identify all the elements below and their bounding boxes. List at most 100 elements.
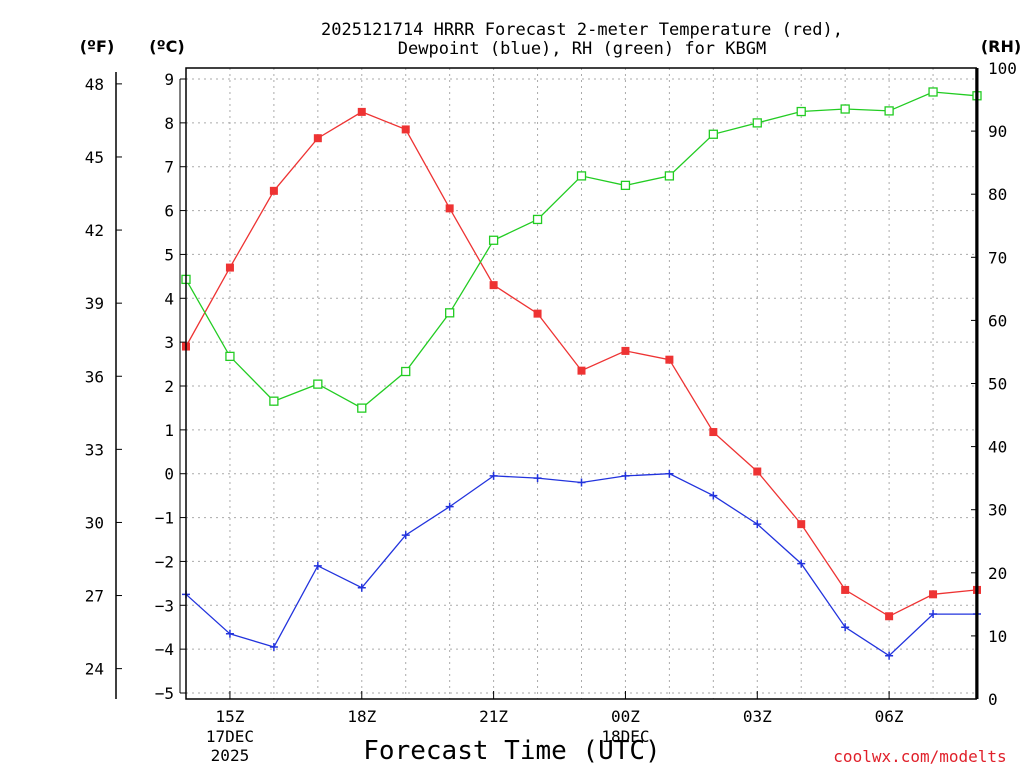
rh-tick-label: 0	[988, 690, 998, 709]
rh-point	[884, 106, 894, 116]
rh-tick-label: 60	[988, 311, 1007, 330]
rh-point	[576, 171, 587, 181]
temperature-point	[401, 125, 410, 134]
rh-line	[185, 91, 978, 409]
dewpoint-point	[445, 502, 454, 511]
rh-point	[752, 118, 762, 128]
rh-point	[445, 308, 455, 318]
rh-unit-label: (RH)	[981, 37, 1021, 56]
rh-tick-label: 90	[988, 122, 1007, 141]
rh-point	[620, 180, 631, 191]
rh-tick-label: 100	[988, 59, 1017, 78]
temperature-point	[797, 520, 806, 529]
rh-tick-label: 80	[988, 185, 1007, 204]
celsius-unit-label: (ºC)	[149, 37, 184, 56]
celsius-tick-label: −2	[155, 552, 174, 571]
dewpoint-point	[753, 520, 762, 529]
rh-point	[357, 403, 367, 413]
fahrenheit-tick-label: 42	[85, 221, 104, 240]
dewpoint-point	[533, 474, 542, 483]
time-tick-label: 03Z	[743, 707, 772, 726]
celsius-tick-label: −4	[155, 640, 174, 659]
dewpoint-point	[577, 478, 586, 487]
temperature-point	[445, 204, 454, 213]
temperature-point	[533, 309, 542, 318]
fahrenheit-tick-label: 27	[85, 587, 104, 606]
rh-point	[532, 214, 543, 225]
date-tick-label: 17DEC	[206, 727, 254, 746]
rh-point	[708, 129, 718, 139]
time-tick-label: 21Z	[479, 707, 508, 726]
temperature-line	[185, 111, 978, 618]
celsius-tick-label: 2	[164, 377, 174, 396]
rh-tick-label: 40	[988, 438, 1007, 457]
rh-point	[225, 351, 235, 362]
grid-lines	[186, 68, 977, 699]
dewpoint-point	[401, 531, 410, 540]
fahrenheit-unit-label: (ºF)	[80, 37, 115, 56]
fahrenheit-tick-label: 30	[85, 513, 104, 532]
x-axis-title: Forecast Time (UTC)	[363, 736, 660, 766]
rh-tick-label: 70	[988, 248, 1007, 267]
fahrenheit-tick-label: 24	[85, 660, 104, 679]
temperature-point	[929, 590, 938, 599]
date-tick-label: 18DEC	[601, 727, 649, 746]
credit-text: coolwx.com/modelts	[833, 747, 1006, 766]
dewpoint-point	[621, 471, 630, 480]
celsius-tick-label: 6	[164, 202, 174, 221]
celsius-tick-label: −1	[155, 509, 174, 528]
rh-tick-label: 20	[988, 564, 1007, 583]
fahrenheit-tick-label: 48	[85, 75, 104, 94]
dewpoint-point	[841, 623, 850, 632]
temperature-point	[621, 346, 630, 355]
dewpoint-point	[357, 583, 366, 592]
rh-point	[928, 87, 938, 97]
rh-point	[488, 235, 499, 245]
chart-title-line1: 2025121714 HRRR Forecast 2-meter Tempera…	[321, 20, 843, 40]
celsius-axis: −5 −4 −3 −2 −1 0 1 2 3 4 5 6 7 8 9	[155, 70, 186, 703]
celsius-tick-label: −3	[155, 596, 174, 615]
time-tick-label: 15Z	[215, 707, 244, 726]
rh-tick-label: 50	[988, 375, 1007, 394]
celsius-tick-label: 0	[164, 465, 174, 484]
fahrenheit-tick-label: 36	[85, 367, 104, 386]
celsius-tick-label: 9	[164, 70, 174, 89]
chart-title-line2: Dewpoint (blue), RH (green) for KBGM	[398, 39, 766, 59]
temperature-point	[225, 263, 234, 272]
rh-point	[313, 379, 323, 389]
temperature-point	[357, 107, 366, 116]
dewpoint-point	[929, 610, 938, 619]
celsius-tick-label: 4	[164, 289, 174, 308]
rh-tick-label: 10	[988, 627, 1007, 646]
dewpoint-point	[709, 491, 718, 500]
fahrenheit-tick-label: 33	[85, 440, 104, 459]
temperature-point	[577, 366, 586, 375]
celsius-tick-label: 8	[164, 114, 174, 133]
dewpoint-point	[489, 471, 498, 480]
dewpoint-point	[269, 642, 278, 651]
temperature-point	[489, 281, 498, 290]
fahrenheit-axis: 24 27 30 33 36 39 42 45 48	[85, 72, 122, 699]
celsius-tick-label: 1	[164, 421, 174, 440]
dewpoint-point	[225, 629, 234, 638]
year-tick-label: 2025	[211, 746, 250, 765]
rh-point	[664, 171, 675, 181]
dewpoint-point	[885, 651, 894, 660]
time-tick-label: 00Z	[611, 707, 640, 726]
fahrenheit-tick-label: 45	[85, 148, 104, 167]
dewpoint-point	[313, 561, 322, 570]
dewpoint-point	[665, 469, 674, 478]
fahrenheit-tick-label: 39	[85, 294, 104, 313]
temperature-point	[269, 186, 278, 195]
temperature-point	[885, 612, 894, 621]
temperature-point	[313, 134, 322, 143]
rh-point	[269, 396, 279, 406]
rh-point	[796, 106, 806, 117]
rh-tick-label: 30	[988, 501, 1007, 520]
celsius-tick-label: 5	[164, 245, 174, 264]
temperature-point	[841, 585, 850, 594]
rh-point	[401, 366, 411, 377]
celsius-tick-label: 7	[164, 158, 174, 177]
